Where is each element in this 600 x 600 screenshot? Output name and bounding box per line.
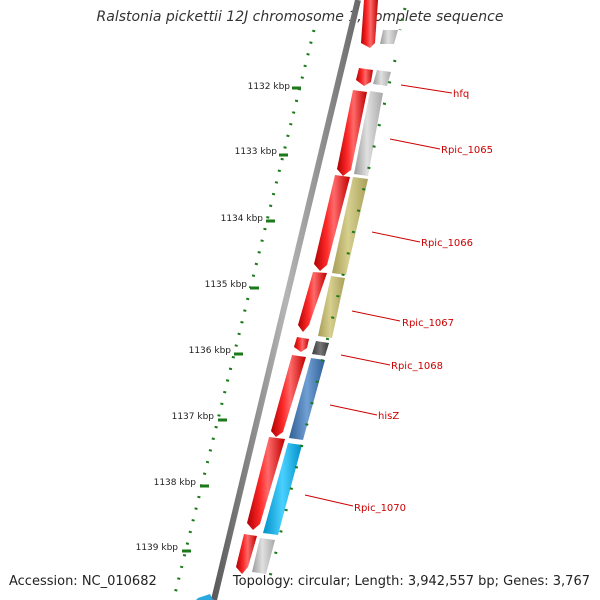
gene-feature	[373, 70, 391, 86]
kbp-tick-label: 1138 kbp	[154, 478, 197, 488]
gene-feature	[318, 276, 345, 338]
gene-track-reverse	[196, 30, 398, 600]
kbp-tick-label: 1135 kbp	[205, 280, 248, 290]
gene-feature	[361, 0, 378, 48]
gene-label-rpic-1067[interactable]: Rpic_1067	[402, 318, 454, 329]
gene-label-rpic-1068[interactable]: Rpic_1068	[391, 361, 443, 372]
kbp-tick-label: 1137 kbp	[172, 412, 215, 422]
gene-feature	[236, 534, 257, 574]
gene-feature	[271, 355, 306, 437]
gene-feature	[289, 358, 325, 440]
genome-summary: Topology: circular; Length: 3,942,557 bp…	[232, 574, 590, 589]
gene-track-forward	[236, 0, 378, 574]
gene-label-hisz[interactable]: hisZ	[378, 411, 399, 422]
gene-feature	[252, 538, 275, 574]
gene-feature	[294, 337, 309, 352]
backbone	[211, 0, 361, 600]
kbp-tick-label: 1136 kbp	[189, 346, 232, 356]
accession-label: Accession: NC_010682	[9, 574, 157, 589]
gene-feature	[332, 177, 368, 275]
gene-feature	[380, 30, 398, 44]
gene-labels: hfq Rpic_1065 Rpic_1066 Rpic_1067 Rpic_1…	[354, 89, 493, 514]
kbp-tick-label: 1134 kbp	[221, 214, 264, 224]
gene-label-rpic-1070[interactable]: Rpic_1070	[354, 503, 406, 514]
gene-feature	[354, 91, 383, 176]
gene-feature	[337, 90, 367, 176]
gene-label-hfq[interactable]: hfq	[453, 89, 469, 100]
kbp-tick-label: 1133 kbp	[235, 147, 278, 157]
kbp-tick-label: 1132 kbp	[248, 82, 291, 92]
kbp-tick-label: 1139 kbp	[136, 543, 179, 553]
gene-label-rpic-1066[interactable]: Rpic_1066	[421, 238, 473, 249]
gene-label-rpic-1065[interactable]: Rpic_1065	[441, 145, 493, 156]
gene-feature	[298, 272, 327, 332]
map-title: Ralstonia pickettii 12J chromosome 1, co…	[96, 9, 504, 25]
kbp-ruler	[172, 29, 316, 599]
gene-feature	[356, 68, 373, 86]
kbp-tick-labels: 1132 kbp 1133 kbp 1134 kbp 1135 kbp 1136…	[136, 82, 301, 553]
gene-feature	[196, 594, 213, 600]
gene-label-leaders	[304, 84, 453, 507]
gene-feature	[314, 175, 350, 271]
gene-feature	[263, 443, 302, 535]
gene-feature	[312, 341, 329, 356]
outer-tick-marks	[266, 7, 407, 586]
gene-feature	[247, 437, 285, 530]
